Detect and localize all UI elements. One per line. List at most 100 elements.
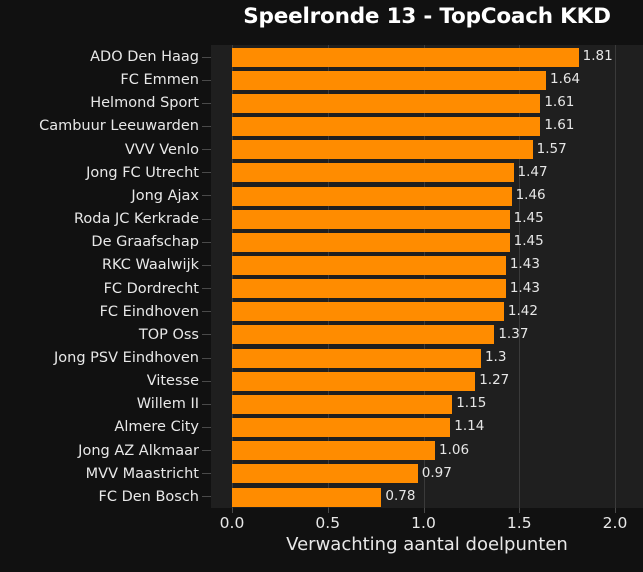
y-axis-label: FC Den Bosch xyxy=(98,488,200,505)
y-axis-row: Jong PSV Eindhoven xyxy=(0,346,211,370)
x-axis-tick-label: 1.0 xyxy=(411,514,436,532)
y-axis-row: Vitesse xyxy=(0,369,211,393)
bar-value-label: 1.81 xyxy=(582,48,613,64)
bar-row[interactable]: 1.45 xyxy=(211,207,643,231)
bar[interactable] xyxy=(232,418,451,438)
y-axis-tick-mark xyxy=(202,126,211,128)
y-axis-label: ADO Den Haag xyxy=(90,49,199,65)
bar-value-label: 1.57 xyxy=(536,140,567,157)
bar-row[interactable]: 1.3 xyxy=(211,346,643,370)
y-axis-tick-mark xyxy=(202,264,211,266)
bar-row[interactable]: 1.47 xyxy=(211,161,643,185)
bar-value-label: 1.15 xyxy=(456,395,487,412)
bar-row[interactable]: 1.46 xyxy=(211,184,643,208)
bar[interactable] xyxy=(232,186,512,206)
bar-row[interactable]: 1.06 xyxy=(211,439,643,463)
y-axis-label: MVV Maastricht xyxy=(85,465,199,482)
x-axis-tick-mark xyxy=(232,508,233,513)
bar[interactable] xyxy=(232,325,495,345)
bar[interactable] xyxy=(232,209,510,229)
bar[interactable] xyxy=(232,232,510,252)
y-axis-tick-mark xyxy=(202,56,211,58)
bar-row[interactable]: 1.43 xyxy=(211,253,643,277)
bar-row[interactable]: 1.37 xyxy=(211,323,643,347)
bar[interactable] xyxy=(232,47,579,67)
y-axis-tick-mark xyxy=(202,357,211,359)
y-axis-label: Roda JC Kerkrade xyxy=(73,211,199,228)
y-axis-tick-mark xyxy=(202,403,211,405)
bar-row[interactable]: 1.43 xyxy=(211,277,643,301)
x-axis-tick-mark xyxy=(327,508,329,513)
bar[interactable] xyxy=(232,348,481,368)
bar[interactable] xyxy=(232,279,506,299)
gridline-x-2.0 xyxy=(615,45,616,508)
y-axis-label: FC Dordrecht xyxy=(103,280,199,297)
y-axis-row: Jong FC Utrecht xyxy=(0,161,211,185)
bar[interactable] xyxy=(232,70,547,90)
bar[interactable] xyxy=(232,93,541,113)
y-axis-label: RKC Waalwijk xyxy=(101,257,199,274)
x-axis-tick-mark xyxy=(615,508,616,513)
y-axis-tick-mark xyxy=(202,241,211,243)
bar-row[interactable]: 0.97 xyxy=(211,462,643,486)
bar-row[interactable]: 1.61 xyxy=(211,114,643,138)
y-axis-row: FC Dordrecht xyxy=(0,277,211,301)
y-axis-tick-mark xyxy=(202,380,211,382)
x-axis-tick-mark xyxy=(423,508,425,513)
y-axis-row: FC Den Bosch xyxy=(0,485,211,509)
y-axis-row: RKC Waalwijk xyxy=(0,253,211,277)
bar-row[interactable]: 1.81 xyxy=(211,45,643,69)
bar-value-label: 1.43 xyxy=(509,279,540,296)
bar-row[interactable]: 1.15 xyxy=(211,392,643,416)
y-axis-row: Jong Ajax xyxy=(0,184,211,208)
bar[interactable] xyxy=(232,256,506,276)
bar[interactable] xyxy=(232,487,382,507)
bar-value-label: 1.37 xyxy=(498,325,529,342)
bar[interactable] xyxy=(232,163,514,183)
bar[interactable] xyxy=(232,441,435,461)
bar-row[interactable]: 1.45 xyxy=(211,230,643,254)
bar[interactable] xyxy=(232,117,541,137)
x-axis-tick-label: 0.0 xyxy=(219,514,245,532)
bar-row[interactable]: 1.42 xyxy=(211,300,643,324)
y-axis-row: FC Emmen xyxy=(0,68,211,92)
y-axis-tick-mark xyxy=(202,195,211,197)
y-axis-tick-mark xyxy=(202,473,211,475)
bar-value-label: 1.61 xyxy=(544,117,575,134)
y-axis-label: FC Eindhoven xyxy=(99,303,199,320)
y-axis-tick-mark xyxy=(202,288,211,290)
y-axis-label: FC Emmen xyxy=(120,72,199,89)
bar-value-label: 1.47 xyxy=(517,163,548,180)
bar-row[interactable]: 1.14 xyxy=(211,415,643,439)
bar-value-label: 1.14 xyxy=(454,418,485,435)
x-axis-tick-label: 1.5 xyxy=(506,514,532,532)
y-axis-label: Jong PSV Eindhoven xyxy=(54,349,199,366)
bar[interactable] xyxy=(232,140,533,160)
bar-row[interactable]: 1.57 xyxy=(211,138,643,162)
bar-row[interactable]: 0.78 xyxy=(211,485,643,508)
bar[interactable] xyxy=(232,302,504,322)
y-axis-tick-mark xyxy=(202,149,211,151)
bar[interactable] xyxy=(232,464,418,484)
y-axis-label: VVV Venlo xyxy=(124,141,199,158)
y-axis-tick-mark xyxy=(202,334,211,336)
bar-row[interactable]: 1.61 xyxy=(211,91,643,115)
y-axis-label: Willem II xyxy=(136,396,199,413)
y-axis-row: Roda JC Kerkrade xyxy=(0,207,211,231)
bar[interactable] xyxy=(232,371,476,391)
bar-value-label: 1.45 xyxy=(513,233,544,250)
bar[interactable] xyxy=(232,394,453,414)
x-axis-title: Verwachting aantal doelpunten xyxy=(286,534,568,555)
bar-value-label: 1.64 xyxy=(550,71,581,88)
bar-value-label: 1.43 xyxy=(509,256,540,273)
x-axis-ticks: 0.0 0.5 1.0 1.5 2.0 xyxy=(211,508,643,534)
bar-row[interactable]: 1.27 xyxy=(211,369,643,393)
y-axis-label: Cambuur Leeuwarden xyxy=(39,118,199,135)
bar-row[interactable]: 1.64 xyxy=(211,68,643,92)
y-axis-tick-mark xyxy=(202,450,211,452)
chart-title: Speelronde 13 - TopCoach KKD xyxy=(243,4,611,29)
y-axis-row: De Graafschap xyxy=(0,230,211,254)
y-axis-row: Cambuur Leeuwarden xyxy=(0,114,211,138)
y-axis-row: Almere City xyxy=(0,415,211,439)
